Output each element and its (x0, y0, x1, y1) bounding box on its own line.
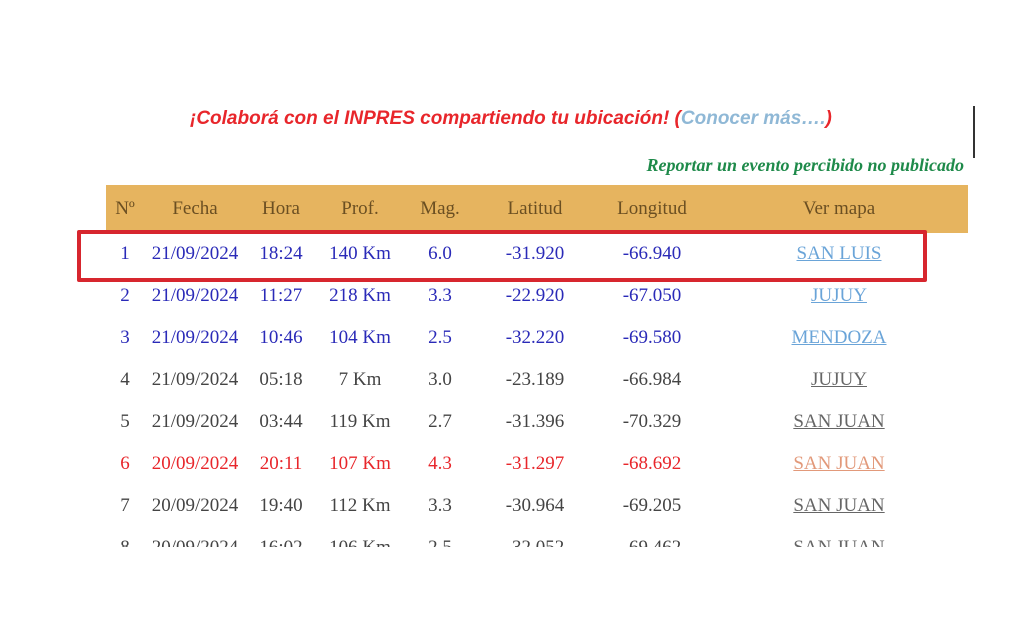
cell-longitude: -69.462 (594, 527, 710, 547)
cell-latitude: -32.220 (505, 327, 565, 348)
table-row: 5 21/09/2024 03:44 119 Km 2.7 -31.396 -7… (106, 401, 968, 443)
cell-map: MENDOZA (710, 317, 968, 359)
header-depth: Prof. (316, 185, 404, 233)
cell-time: 05:18 (259, 369, 303, 390)
map-link[interactable]: SAN JUAN (793, 411, 885, 432)
cell-date: 20/09/2024 (151, 495, 239, 516)
table-header-row: Nº Fecha Hora Prof. Mag. Latitud Longitu… (106, 185, 968, 233)
cell-depth: 106 Km (316, 527, 404, 547)
map-link[interactable]: SAN LUIS (796, 243, 882, 264)
header-longitude: Longitud (594, 185, 710, 233)
cell-number: 3 (120, 327, 130, 348)
table-row: 2 21/09/2024 11:27 218 Km 3.3 -22.920 -6… (106, 275, 968, 317)
cell-time: 10:46 (259, 327, 303, 348)
cell-number: 2 (120, 285, 130, 306)
cell-depth: 112 Km (329, 495, 391, 516)
cell-map: SAN LUIS (710, 233, 968, 275)
cell-magnitude: 6.0 (428, 243, 452, 264)
collaboration-banner: ¡Colaborá con el INPRES compartiendo tu … (190, 108, 890, 130)
cell-number: 8 (106, 527, 144, 547)
learn-more-link[interactable]: Conocer más…. (680, 108, 826, 129)
header-map: Ver mapa (710, 185, 968, 233)
cell-time: 03:44 (259, 411, 303, 432)
cell-depth: 7 Km (338, 369, 382, 390)
cell-longitude: -69.580 (622, 327, 682, 348)
cell-latitude: -31.297 (505, 453, 565, 474)
cell-magnitude: 4.3 (428, 453, 452, 474)
cell-number: 4 (120, 369, 130, 390)
cell-magnitude: 3.0 (428, 369, 452, 390)
cell-time: 20:11 (259, 453, 303, 474)
cell-magnitude: 2.5 (404, 527, 476, 547)
cell-date: 21/09/2024 (151, 327, 239, 348)
cell-magnitude: 3.3 (428, 285, 452, 306)
cell-date: 21/09/2024 (151, 369, 239, 390)
map-link[interactable]: MENDOZA (791, 327, 887, 348)
cell-latitude: -23.189 (505, 369, 565, 390)
cell-magnitude: 2.7 (428, 411, 452, 432)
cell-time: 19:40 (259, 495, 303, 516)
cell-depth: 140 Km (329, 243, 391, 264)
cell-latitude: -31.396 (505, 411, 565, 432)
table-row: 3 21/09/2024 10:46 104 Km 2.5 -32.220 -6… (106, 317, 968, 359)
table-row: 8 20/09/2024 16:02 106 Km 2.5 -32.052 -6… (106, 527, 968, 547)
cell-date: 20/09/2024 (144, 527, 246, 547)
cell-time: 11:27 (259, 285, 303, 306)
cell-time: 18:24 (259, 243, 303, 264)
cell-map: JUJUY (710, 275, 968, 317)
cell-depth: 107 Km (329, 453, 391, 474)
cell-number: 1 (120, 243, 130, 264)
cell-longitude: -66.940 (622, 243, 682, 264)
table-row: 7 20/09/2024 19:40 112 Km 3.3 -30.964 -6… (106, 485, 968, 527)
cell-map: SAN JUAN (710, 527, 968, 547)
header-number: Nº (106, 185, 144, 233)
map-link[interactable]: JUJUY (811, 285, 867, 306)
table-row: 4 21/09/2024 05:18 7 Km 3.0 -23.189 -66.… (106, 359, 968, 401)
cell-latitude: -31.920 (505, 243, 565, 264)
earthquake-table-container: Nº Fecha Hora Prof. Mag. Latitud Longitu… (106, 185, 968, 547)
cell-number: 5 (120, 411, 130, 432)
cell-depth: 218 Km (329, 285, 391, 306)
table-row: 1 21/09/2024 18:24 140 Km 6.0 -31.920 -6… (106, 233, 968, 275)
cell-longitude: -67.050 (622, 285, 682, 306)
header-magnitude: Mag. (404, 185, 476, 233)
map-link[interactable]: SAN JUAN (793, 495, 885, 516)
cell-depth: 104 Km (329, 327, 391, 348)
cell-time: 16:02 (246, 527, 316, 547)
map-link[interactable]: SAN JUAN (793, 537, 884, 547)
table-row: 6 20/09/2024 20:11 107 Km 4.3 -31.297 -6… (106, 443, 968, 485)
cell-latitude: -32.052 (476, 527, 594, 547)
header-latitude: Latitud (476, 185, 594, 233)
cell-depth: 119 Km (329, 411, 391, 432)
cell-longitude: -70.329 (622, 411, 682, 432)
map-link[interactable]: JUJUY (811, 369, 867, 390)
cell-date: 21/09/2024 (151, 285, 239, 306)
header-date: Fecha (144, 185, 246, 233)
cell-number: 7 (120, 495, 130, 516)
cell-map: SAN JUAN (710, 401, 968, 443)
header-time: Hora (246, 185, 316, 233)
cell-date: 20/09/2024 (151, 453, 239, 474)
cell-latitude: -30.964 (505, 495, 565, 516)
cell-latitude: -22.920 (505, 285, 565, 306)
banner-text: ¡Colaborá con el INPRES compartiendo tu … (190, 108, 681, 129)
cell-map: SAN JUAN (710, 485, 968, 527)
cell-map: SAN JUAN (710, 443, 968, 485)
cell-longitude: -68.692 (622, 453, 682, 474)
cell-date: 21/09/2024 (151, 411, 239, 432)
earthquake-table: Nº Fecha Hora Prof. Mag. Latitud Longitu… (106, 185, 968, 547)
cell-number: 6 (120, 453, 130, 474)
banner-close-paren: ) (825, 108, 832, 129)
map-link[interactable]: SAN JUAN (793, 453, 885, 474)
cell-magnitude: 3.3 (428, 495, 452, 516)
cell-longitude: -69.205 (622, 495, 682, 516)
cell-magnitude: 2.5 (428, 327, 452, 348)
cell-date: 21/09/2024 (151, 243, 239, 264)
report-event-link[interactable]: Reportar un evento percibido no publicad… (646, 155, 964, 175)
scroll-divider (973, 106, 975, 158)
cell-map: JUJUY (710, 359, 968, 401)
cell-longitude: -66.984 (622, 369, 682, 390)
